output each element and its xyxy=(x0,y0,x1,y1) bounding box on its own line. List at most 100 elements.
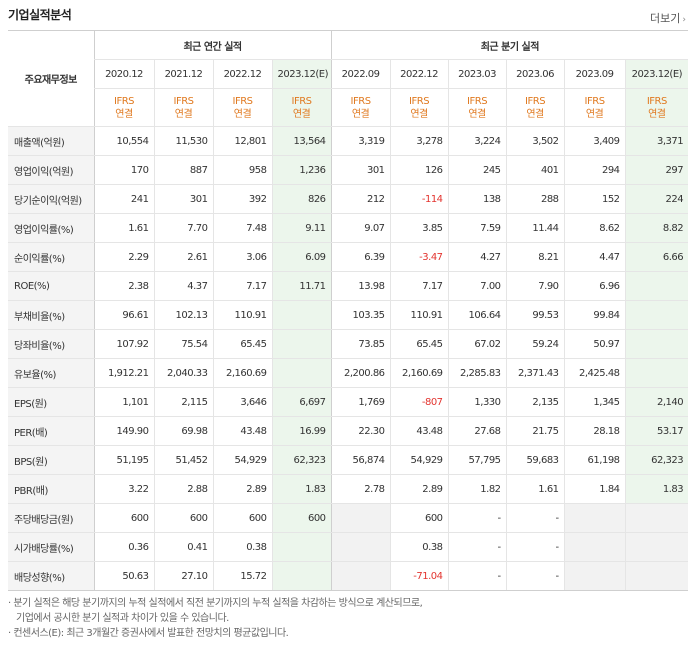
value-cell: 245 xyxy=(447,155,507,185)
basis-bottom: 연결 xyxy=(351,108,370,120)
value-cell: 2.89 xyxy=(212,474,272,504)
value-cell: 69.98 xyxy=(153,416,213,446)
value-cell: 15.72 xyxy=(212,561,272,591)
value-cell: 62,323 xyxy=(624,445,689,475)
value-cell: 6.66 xyxy=(624,242,689,272)
row-label: ROE(%) xyxy=(8,271,94,301)
value-cell: 7.70 xyxy=(153,213,213,243)
period-header: 2023.09 xyxy=(563,59,626,89)
value-cell: 51,452 xyxy=(153,445,213,475)
value-cell xyxy=(624,271,689,301)
value-cell xyxy=(624,561,689,591)
value-cell: 3,371 xyxy=(624,126,689,156)
period-header: 2023.12(E) xyxy=(271,59,332,89)
row-label: 주당배당금(원) xyxy=(8,503,94,533)
value-cell: 2,200.86 xyxy=(330,358,391,388)
value-cell: - xyxy=(447,532,507,562)
basis-top: IFRS xyxy=(232,95,254,107)
period-header: 2022.09 xyxy=(330,59,391,89)
table-row: BPS(원) 51,195 51,452 54,929 62,323 56,874 54,9… xyxy=(8,445,689,475)
value-cell: 1.84 xyxy=(563,474,626,504)
period-header: 2022.12 xyxy=(389,59,449,89)
row-label: 배당성향(%) xyxy=(8,561,94,591)
row-label: 당좌비율(%) xyxy=(8,329,94,359)
value-cell: 2,285.83 xyxy=(447,358,507,388)
value-cell: 3.06 xyxy=(212,242,272,272)
value-cell xyxy=(330,561,391,591)
value-cell: 27.68 xyxy=(447,416,507,446)
value-cell: 22.30 xyxy=(330,416,391,446)
value-cell: 1,912.21 xyxy=(93,358,154,388)
value-cell: 0.38 xyxy=(212,532,272,562)
value-cell: 301 xyxy=(330,155,391,185)
value-cell xyxy=(330,532,391,562)
table-row: 영업이익률(%) 1.61 7.70 7.48 9.11 9.07 3.85 7.59 11.4… xyxy=(8,213,689,243)
value-cell: 50.63 xyxy=(93,561,154,591)
value-cell: 2.89 xyxy=(389,474,449,504)
row-label: 시가배당률(%) xyxy=(8,532,94,562)
value-cell: 152 xyxy=(563,184,626,214)
basis-top: IFRS xyxy=(173,95,195,107)
period-header: 2023.12(E) xyxy=(624,59,689,89)
value-cell xyxy=(624,503,689,533)
value-cell xyxy=(271,300,332,330)
table-row: 주당배당금(원) 600 600 600 600 600- - xyxy=(8,503,689,533)
annual-header: 최근 연간 실적 xyxy=(93,30,332,60)
value-cell: 2,160.69 xyxy=(212,358,272,388)
basis-header: IFRS 연결 xyxy=(271,88,332,127)
value-cell: 59.24 xyxy=(505,329,565,359)
row-header-label: 주요재무정보 xyxy=(8,30,94,127)
value-cell: 2.38 xyxy=(93,271,154,301)
value-cell: 600 xyxy=(153,503,213,533)
value-cell: 224 xyxy=(624,184,689,214)
value-cell: 99.53 xyxy=(505,300,565,330)
basis-header: IFRS 연결 xyxy=(212,88,272,127)
value-cell: 16.99 xyxy=(271,416,332,446)
value-cell: 1.61 xyxy=(93,213,154,243)
table-row: 당좌비율(%) 107.92 75.54 65.45 73.85 65.45 67.02 59… xyxy=(8,329,689,359)
value-cell: 65.45 xyxy=(212,329,272,359)
value-cell: 1.83 xyxy=(624,474,689,504)
value-cell: 73.85 xyxy=(330,329,391,359)
value-cell: 65.45 xyxy=(389,329,449,359)
basis-header: IFRS 연결 xyxy=(153,88,213,127)
basis-top: IFRS xyxy=(525,95,546,107)
table-row: 순이익률(%) 2.29 2.61 3.06 6.09 6.39 -3.47 4.27 8.21… xyxy=(8,242,689,272)
table-row: PBR(배) 3.22 2.88 2.89 1.83 2.78 2.89 1.82 1.61 1.… xyxy=(8,474,689,504)
value-cell: 600 xyxy=(212,503,272,533)
value-cell: 1,769 xyxy=(330,387,391,417)
basis-header: IFRS 연결 xyxy=(563,88,626,127)
value-cell: 2,115 xyxy=(153,387,213,417)
value-cell: 0.41 xyxy=(153,532,213,562)
row-label: 영업이익(억원) xyxy=(8,155,94,185)
more-link[interactable]: 더보기 › xyxy=(650,10,686,26)
value-cell: 102.13 xyxy=(153,300,213,330)
value-cell: 50.97 xyxy=(563,329,626,359)
value-cell: 1.82 xyxy=(447,474,507,504)
value-cell: 2.88 xyxy=(153,474,213,504)
value-cell: 294 xyxy=(563,155,626,185)
value-cell: 9.11 xyxy=(271,213,332,243)
value-cell: 57,795 xyxy=(447,445,507,475)
row-label: BPS(원) xyxy=(8,445,94,475)
value-cell: 1,101 xyxy=(93,387,154,417)
basis-top: IFRS xyxy=(409,95,430,107)
row-label: PBR(배) xyxy=(8,474,94,504)
value-cell: 54,929 xyxy=(389,445,449,475)
basis-top: IFRS xyxy=(646,95,668,107)
value-cell: 7.48 xyxy=(212,213,272,243)
value-cell: 7.17 xyxy=(389,271,449,301)
value-cell: 2,160.69 xyxy=(389,358,449,388)
value-cell: 7.59 xyxy=(447,213,507,243)
value-cell: 56,874 xyxy=(330,445,391,475)
value-cell: - xyxy=(505,561,565,591)
basis-bottom: 연결 xyxy=(648,108,666,120)
value-cell xyxy=(271,561,332,591)
value-cell: 10,554 xyxy=(93,126,154,156)
period-header: 2021.12 xyxy=(153,59,213,89)
value-cell: 110.91 xyxy=(389,300,449,330)
row-label: 유보율(%) xyxy=(8,358,94,388)
value-cell: 0.36 xyxy=(93,532,154,562)
value-cell: 21.75 xyxy=(505,416,565,446)
basis-header: IFRS 연결 xyxy=(93,88,154,127)
